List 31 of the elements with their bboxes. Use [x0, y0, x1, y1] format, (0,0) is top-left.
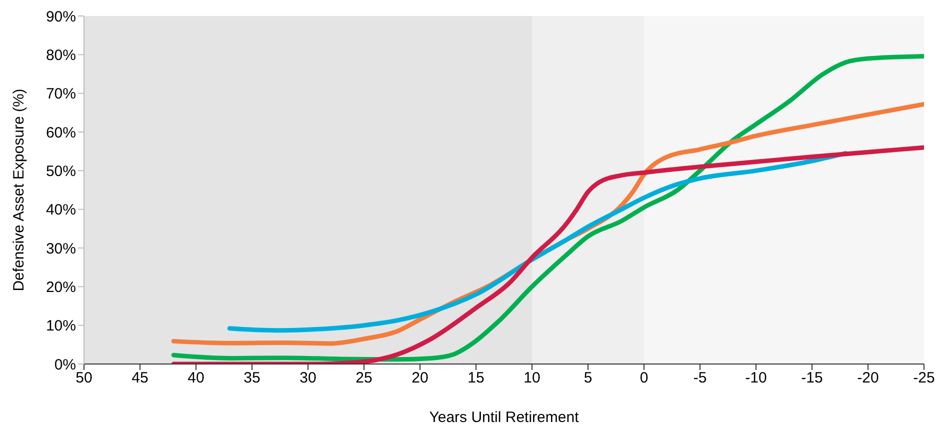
- y-tick-label: 0%: [54, 356, 76, 374]
- x-tick-label: -20: [857, 370, 879, 387]
- y-tick-label: 60%: [46, 124, 76, 142]
- y-tick-label: 50%: [46, 162, 76, 180]
- y-tick-label: 80%: [46, 46, 76, 64]
- y-tick-label: 90%: [46, 8, 76, 26]
- x-tick-label: 30: [300, 370, 316, 387]
- x-tick-label: -10: [745, 370, 767, 387]
- x-tick-label: 25: [356, 370, 372, 387]
- x-tick-label: 10: [524, 370, 540, 387]
- x-tick-label: -25: [913, 370, 935, 387]
- x-tick-label: 45: [132, 370, 148, 387]
- x-tick-label: 50: [76, 370, 92, 387]
- x-tick-label: 15: [468, 370, 484, 387]
- x-tick-label: -15: [801, 370, 823, 387]
- y-tick-label: 10%: [46, 318, 76, 335]
- y-tick-label: 70%: [46, 86, 76, 103]
- line-series: [227, 151, 848, 333]
- line-series: [171, 54, 924, 362]
- y-axis-title: Defensive Asset Exposure (%): [10, 88, 28, 292]
- x-tick-label: 20: [412, 370, 428, 387]
- y-tick-label: 30%: [46, 240, 76, 258]
- x-tick-label: 5: [584, 370, 592, 387]
- x-tick-label: -5: [693, 370, 707, 387]
- x-tick-label: 35: [244, 370, 260, 387]
- x-tick-label: 40: [188, 370, 204, 387]
- y-tick-label: 20%: [46, 278, 76, 296]
- line-series: [171, 145, 924, 364]
- y-tick-label: 40%: [46, 202, 76, 219]
- x-tick-label: 0: [640, 370, 648, 387]
- x-axis-title: Years Until Retirement: [429, 409, 580, 426]
